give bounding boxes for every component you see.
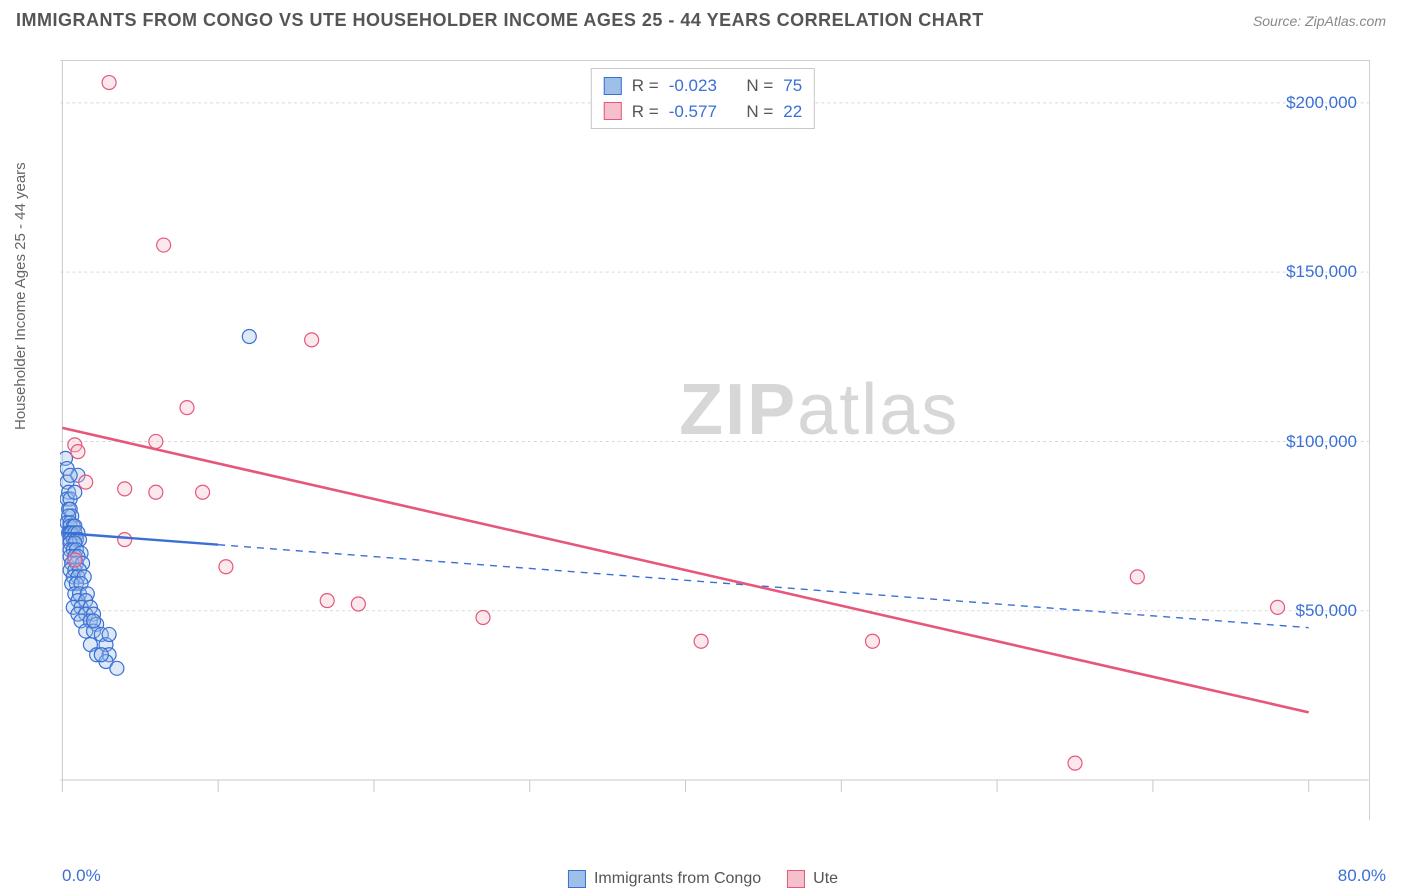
legend-series-item: Immigrants from Congo: [568, 870, 761, 888]
legend-swatch: [604, 102, 622, 120]
y-tick-label: $200,000: [1286, 93, 1357, 113]
x-axis-max-label: 80.0%: [1338, 866, 1386, 886]
y-tick-label: $100,000: [1286, 432, 1357, 452]
x-axis-min-label: 0.0%: [62, 866, 101, 886]
chart-title: IMMIGRANTS FROM CONGO VS UTE HOUSEHOLDER…: [16, 10, 984, 31]
y-axis-label: Householder Income Ages 25 - 44 years: [12, 162, 29, 430]
correlation-legend: R = -0.023 N = 75 R = -0.577 N = 22: [591, 68, 815, 129]
y-tick-label: $150,000: [1286, 262, 1357, 282]
y-tick-label: $50,000: [1296, 601, 1357, 621]
legend-swatch: [568, 870, 586, 888]
legend-stat-row: R = -0.023 N = 75: [604, 73, 802, 99]
legend-swatch: [787, 870, 805, 888]
series-legend: Immigrants from Congo Ute: [568, 870, 838, 888]
source-attribution: Source: ZipAtlas.com: [1253, 13, 1386, 29]
legend-swatch: [604, 77, 622, 95]
legend-stat-row: R = -0.577 N = 22: [604, 99, 802, 125]
chart-plot-area: ZIPatlas $50,000$100,000$150,000$200,000: [60, 60, 1370, 820]
scatter-plot-svg: [60, 61, 1369, 820]
legend-series-item: Ute: [787, 870, 838, 888]
